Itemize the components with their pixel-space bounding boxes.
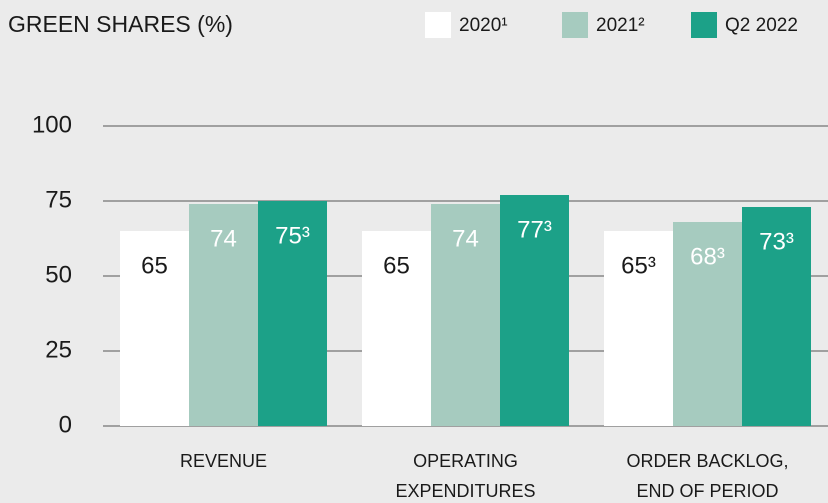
value-label: 77³: [517, 216, 552, 243]
bar: [362, 231, 431, 426]
legend-label: 2021²: [596, 15, 645, 36]
y-tick-label: 100: [32, 111, 72, 138]
y-tick-label: 75: [45, 186, 72, 213]
value-label: 65³: [621, 252, 656, 279]
value-label: 74: [210, 225, 237, 252]
value-label: 74: [452, 225, 479, 252]
y-tick-label: 50: [45, 261, 72, 288]
bar: [500, 195, 569, 426]
bar: [120, 231, 189, 426]
chart-title: GREEN SHARES (%): [8, 11, 233, 37]
bar: [431, 204, 500, 426]
legend-swatch: [425, 12, 451, 38]
bar: [673, 222, 742, 426]
bar: [189, 204, 258, 426]
x-tick-label: ORDER BACKLOG, END OF PERIOD: [626, 451, 788, 501]
bar: [258, 201, 327, 426]
x-tick-label: REVENUE: [180, 451, 267, 471]
legend-swatch: [562, 12, 588, 38]
bar: [742, 207, 811, 426]
bar: [604, 231, 673, 426]
y-tick-label: 25: [45, 336, 72, 363]
value-label: 65: [141, 252, 168, 279]
value-label: 68³: [690, 243, 725, 270]
legend-label: 2020¹: [459, 15, 508, 36]
value-label: 75³: [275, 222, 310, 249]
legend-swatch: [691, 12, 717, 38]
x-tick-label: OPERATING EXPENDITURES: [395, 451, 535, 501]
value-label: 73³: [759, 228, 794, 255]
legend-label: Q2 2022: [725, 15, 798, 36]
value-label: 65: [383, 252, 410, 279]
y-tick-label: 0: [59, 411, 72, 438]
